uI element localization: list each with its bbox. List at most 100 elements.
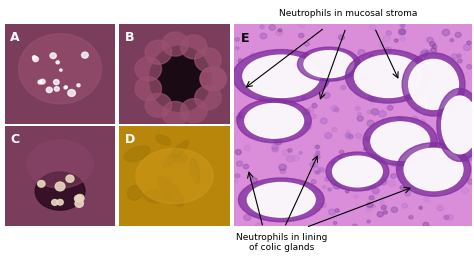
Circle shape [316,145,319,149]
Circle shape [308,194,313,198]
Circle shape [304,42,310,46]
Ellipse shape [27,140,93,188]
Ellipse shape [355,55,422,98]
Circle shape [459,154,466,160]
Circle shape [328,188,331,191]
Circle shape [235,174,240,178]
Circle shape [401,24,405,28]
Circle shape [437,205,443,211]
Circle shape [328,209,336,215]
Circle shape [383,36,390,42]
Circle shape [331,106,337,111]
Ellipse shape [136,149,213,204]
Circle shape [256,89,264,95]
Circle shape [255,222,263,229]
Circle shape [467,155,474,160]
Ellipse shape [245,104,303,138]
Circle shape [380,179,387,185]
Circle shape [428,166,434,171]
Circle shape [356,170,360,174]
Circle shape [430,42,435,46]
Circle shape [314,145,319,149]
Circle shape [370,97,376,102]
Circle shape [346,134,352,140]
Circle shape [46,87,52,93]
Circle shape [65,86,67,88]
Text: E: E [241,32,249,45]
Circle shape [464,44,471,50]
Text: B: B [125,31,134,44]
Circle shape [299,33,304,38]
Circle shape [466,148,471,152]
Circle shape [341,85,346,89]
Circle shape [57,199,63,205]
Circle shape [372,205,375,208]
Circle shape [369,79,375,85]
Circle shape [38,80,42,84]
Circle shape [368,72,372,75]
Circle shape [320,118,327,124]
Circle shape [399,58,402,61]
Circle shape [244,214,251,220]
Circle shape [415,108,419,112]
Circle shape [392,161,398,166]
Circle shape [461,188,469,194]
Circle shape [450,39,454,42]
Circle shape [299,85,302,88]
Circle shape [75,200,83,207]
Circle shape [252,212,258,217]
Circle shape [195,48,221,72]
Circle shape [369,54,374,59]
Circle shape [365,176,371,181]
Circle shape [319,61,324,65]
Circle shape [77,84,80,87]
Ellipse shape [128,185,142,200]
Circle shape [400,37,405,41]
Circle shape [348,181,354,186]
Circle shape [269,25,275,30]
Circle shape [334,108,339,112]
Circle shape [367,220,370,223]
Circle shape [299,151,302,154]
Circle shape [74,195,82,202]
Circle shape [292,155,299,161]
Circle shape [401,119,406,123]
Ellipse shape [304,51,354,78]
Circle shape [260,33,267,39]
Circle shape [367,120,374,126]
Circle shape [200,67,227,91]
Circle shape [339,71,346,76]
Circle shape [366,161,373,167]
Circle shape [288,198,295,204]
Circle shape [380,201,384,205]
Ellipse shape [141,159,197,204]
Circle shape [239,73,244,78]
Circle shape [332,64,337,69]
Circle shape [367,202,373,208]
Circle shape [443,215,447,219]
Circle shape [400,186,405,190]
Circle shape [313,167,320,173]
Circle shape [237,161,243,166]
Circle shape [376,146,381,150]
Circle shape [326,77,331,81]
Circle shape [135,77,162,101]
Circle shape [420,51,427,57]
Circle shape [398,132,402,135]
Circle shape [379,111,386,117]
Circle shape [279,98,286,104]
Text: Neutrophils in lining
of colic glands: Neutrophils in lining of colic glands [237,233,328,252]
Circle shape [279,92,286,98]
Circle shape [271,128,276,133]
Circle shape [424,197,429,202]
Ellipse shape [371,122,429,160]
Circle shape [285,205,292,211]
Circle shape [383,123,391,129]
Circle shape [302,97,305,100]
Circle shape [397,117,402,121]
Circle shape [286,72,292,78]
Circle shape [386,31,392,35]
Circle shape [397,166,401,170]
Circle shape [288,87,294,92]
Circle shape [449,85,456,91]
